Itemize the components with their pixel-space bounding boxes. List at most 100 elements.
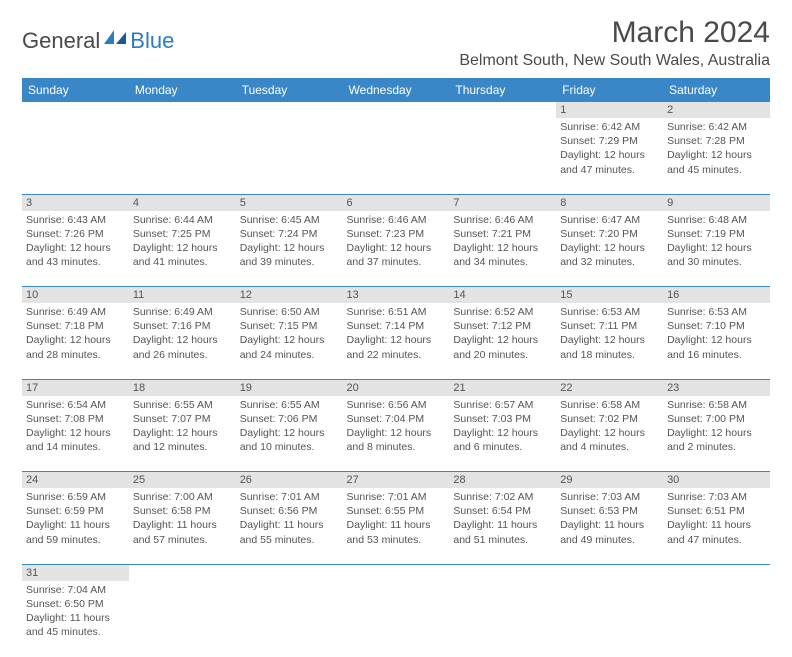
day-info-line: and 8 minutes. bbox=[347, 440, 446, 454]
day-info-line: Daylight: 12 hours bbox=[667, 333, 766, 347]
day-number: 6 bbox=[343, 194, 450, 211]
day-info-line: Sunset: 7:19 PM bbox=[667, 227, 766, 241]
day-info-line: and 16 minutes. bbox=[667, 348, 766, 362]
day-cell: Sunrise: 7:03 AMSunset: 6:51 PMDaylight:… bbox=[663, 488, 770, 564]
day-info-line: Sunrise: 7:00 AM bbox=[133, 490, 232, 504]
day-cell: Sunrise: 6:58 AMSunset: 7:00 PMDaylight:… bbox=[663, 396, 770, 472]
day-number-row: 31 bbox=[22, 564, 770, 581]
day-info: Sunrise: 6:55 AMSunset: 7:06 PMDaylight:… bbox=[236, 396, 343, 459]
day-info: Sunrise: 6:46 AMSunset: 7:23 PMDaylight:… bbox=[343, 211, 450, 274]
day-info-line: and 2 minutes. bbox=[667, 440, 766, 454]
day-number: 2 bbox=[663, 102, 770, 118]
day-number bbox=[236, 102, 343, 118]
day-header: Saturday bbox=[663, 78, 770, 102]
day-number: 23 bbox=[663, 379, 770, 396]
day-info: Sunrise: 6:47 AMSunset: 7:20 PMDaylight:… bbox=[556, 211, 663, 274]
day-info-line: Sunrise: 7:02 AM bbox=[453, 490, 552, 504]
day-info-line: Daylight: 12 hours bbox=[347, 426, 446, 440]
day-info-line: Daylight: 12 hours bbox=[133, 426, 232, 440]
day-info-line: Sunrise: 6:44 AM bbox=[133, 213, 232, 227]
day-number: 14 bbox=[449, 287, 556, 304]
day-cell: Sunrise: 6:58 AMSunset: 7:02 PMDaylight:… bbox=[556, 396, 663, 472]
day-header: Friday bbox=[556, 78, 663, 102]
month-title: March 2024 bbox=[459, 16, 770, 50]
day-header: Tuesday bbox=[236, 78, 343, 102]
day-info-line: Daylight: 12 hours bbox=[26, 241, 125, 255]
day-info-line: Sunset: 6:58 PM bbox=[133, 504, 232, 518]
day-info-line: Sunrise: 6:50 AM bbox=[240, 305, 339, 319]
day-info-line: Daylight: 12 hours bbox=[347, 333, 446, 347]
calendar-table: SundayMondayTuesdayWednesdayThursdayFrid… bbox=[22, 78, 770, 657]
day-info: Sunrise: 6:56 AMSunset: 7:04 PMDaylight:… bbox=[343, 396, 450, 459]
day-info-line: Sunset: 7:15 PM bbox=[240, 319, 339, 333]
day-cell bbox=[556, 581, 663, 657]
day-info-line: and 22 minutes. bbox=[347, 348, 446, 362]
day-info-line: Sunrise: 6:46 AM bbox=[453, 213, 552, 227]
day-cell bbox=[22, 118, 129, 194]
day-cell bbox=[449, 118, 556, 194]
day-info-line: Sunrise: 6:45 AM bbox=[240, 213, 339, 227]
day-info-line: and 45 minutes. bbox=[26, 625, 125, 639]
day-info-line: Sunrise: 7:03 AM bbox=[667, 490, 766, 504]
day-info-line: Sunrise: 6:49 AM bbox=[133, 305, 232, 319]
day-info: Sunrise: 6:57 AMSunset: 7:03 PMDaylight:… bbox=[449, 396, 556, 459]
day-number: 26 bbox=[236, 472, 343, 489]
day-info-line: Sunset: 7:02 PM bbox=[560, 412, 659, 426]
day-info-line: Daylight: 12 hours bbox=[26, 426, 125, 440]
day-cell: Sunrise: 7:02 AMSunset: 6:54 PMDaylight:… bbox=[449, 488, 556, 564]
day-number-row: 12 bbox=[22, 102, 770, 118]
day-info-line: Sunset: 7:12 PM bbox=[453, 319, 552, 333]
day-info-line: and 49 minutes. bbox=[560, 533, 659, 547]
day-info-line: Daylight: 11 hours bbox=[26, 611, 125, 625]
day-cell: Sunrise: 6:59 AMSunset: 6:59 PMDaylight:… bbox=[22, 488, 129, 564]
day-info-line: Sunrise: 6:58 AM bbox=[560, 398, 659, 412]
day-info-line: Sunrise: 6:51 AM bbox=[347, 305, 446, 319]
day-info-line: and 20 minutes. bbox=[453, 348, 552, 362]
day-info: Sunrise: 6:48 AMSunset: 7:19 PMDaylight:… bbox=[663, 211, 770, 274]
day-info-line: Daylight: 12 hours bbox=[240, 333, 339, 347]
day-number: 1 bbox=[556, 102, 663, 118]
day-info-line: Sunrise: 6:49 AM bbox=[26, 305, 125, 319]
day-info-line: Sunset: 7:14 PM bbox=[347, 319, 446, 333]
day-header: Monday bbox=[129, 78, 236, 102]
day-info: Sunrise: 6:51 AMSunset: 7:14 PMDaylight:… bbox=[343, 303, 450, 366]
day-info-line: Sunrise: 6:43 AM bbox=[26, 213, 125, 227]
day-info-line: Sunrise: 6:42 AM bbox=[560, 120, 659, 134]
day-info-line: Sunset: 7:16 PM bbox=[133, 319, 232, 333]
day-info-line: Daylight: 12 hours bbox=[133, 241, 232, 255]
day-cell: Sunrise: 6:48 AMSunset: 7:19 PMDaylight:… bbox=[663, 211, 770, 287]
day-number: 29 bbox=[556, 472, 663, 489]
day-info-line: and 10 minutes. bbox=[240, 440, 339, 454]
day-number bbox=[129, 564, 236, 581]
day-cell: Sunrise: 6:46 AMSunset: 7:23 PMDaylight:… bbox=[343, 211, 450, 287]
day-info-line: Daylight: 12 hours bbox=[560, 148, 659, 162]
day-info-line: and 39 minutes. bbox=[240, 255, 339, 269]
day-number: 11 bbox=[129, 287, 236, 304]
day-info-line: Sunset: 6:50 PM bbox=[26, 597, 125, 611]
day-info-line: Daylight: 12 hours bbox=[26, 333, 125, 347]
day-info: Sunrise: 7:02 AMSunset: 6:54 PMDaylight:… bbox=[449, 488, 556, 551]
day-info-line: Daylight: 12 hours bbox=[453, 241, 552, 255]
day-info-row: Sunrise: 6:54 AMSunset: 7:08 PMDaylight:… bbox=[22, 396, 770, 472]
day-cell bbox=[129, 581, 236, 657]
days-of-week-row: SundayMondayTuesdayWednesdayThursdayFrid… bbox=[22, 78, 770, 102]
day-info-line: Daylight: 11 hours bbox=[347, 518, 446, 532]
day-info-line: Daylight: 12 hours bbox=[240, 241, 339, 255]
day-info-line: and 47 minutes. bbox=[560, 163, 659, 177]
day-info-line: and 59 minutes. bbox=[26, 533, 125, 547]
day-number bbox=[663, 564, 770, 581]
day-info-line: and 18 minutes. bbox=[560, 348, 659, 362]
day-number: 7 bbox=[449, 194, 556, 211]
day-info-line: and 43 minutes. bbox=[26, 255, 125, 269]
day-cell bbox=[236, 118, 343, 194]
day-info-line: Sunset: 7:00 PM bbox=[667, 412, 766, 426]
day-info-line: Sunset: 7:26 PM bbox=[26, 227, 125, 241]
day-number-row: 3456789 bbox=[22, 194, 770, 211]
day-info: Sunrise: 6:55 AMSunset: 7:07 PMDaylight:… bbox=[129, 396, 236, 459]
day-cell: Sunrise: 6:44 AMSunset: 7:25 PMDaylight:… bbox=[129, 211, 236, 287]
day-number: 15 bbox=[556, 287, 663, 304]
day-cell: Sunrise: 6:46 AMSunset: 7:21 PMDaylight:… bbox=[449, 211, 556, 287]
day-info-line: Daylight: 11 hours bbox=[240, 518, 339, 532]
day-cell bbox=[129, 118, 236, 194]
day-number: 27 bbox=[343, 472, 450, 489]
